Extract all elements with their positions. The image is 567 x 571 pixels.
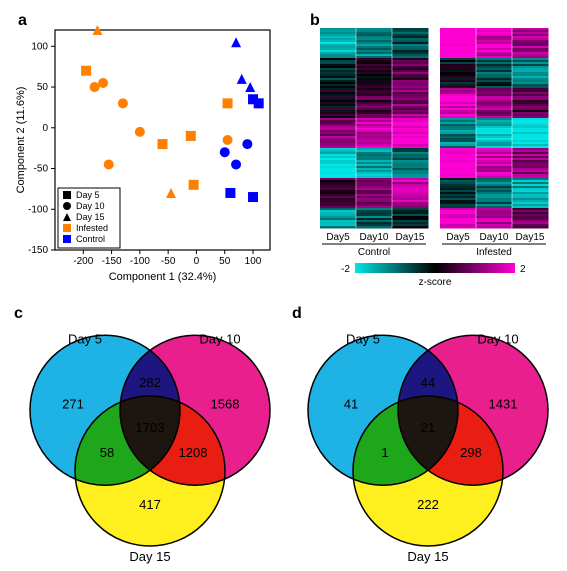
svg-text:271: 271 [62,396,84,411]
svg-text:Infested: Infested [476,247,512,258]
svg-text:-200: -200 [73,256,93,267]
svg-text:Day 5: Day 5 [346,331,380,346]
svg-text:41: 41 [344,396,358,411]
svg-text:Day 15: Day 15 [129,549,170,564]
svg-text:0: 0 [42,123,48,134]
svg-text:0: 0 [194,256,200,267]
svg-text:Day 10: Day 10 [477,331,518,346]
svg-text:-100: -100 [130,256,150,267]
svg-text:-2: -2 [341,264,350,275]
venn-diagram-d: Day 5 Day 10 Day 15 41 1 44 21 1431 222 298 [288,310,563,565]
svg-text:282: 282 [139,375,161,390]
svg-text:1431: 1431 [489,396,518,411]
svg-text:1208: 1208 [179,445,208,460]
svg-text:Day5: Day5 [446,232,470,243]
svg-text:50: 50 [219,256,231,267]
svg-text:Day15: Day15 [396,232,425,243]
svg-text:Day 5: Day 5 [68,331,102,346]
svg-text:298: 298 [460,445,482,460]
svg-text:Control: Control [358,247,390,258]
svg-text:Control: Control [76,234,105,244]
svg-text:z-score: z-score [419,277,452,288]
svg-text:-100: -100 [28,204,48,215]
svg-text:Day10: Day10 [480,232,509,243]
heatmap: Day5 Day10 Day15 Control Day5 Day10 Day15 Infes… [310,20,565,300]
svg-text:Day15: Day15 [516,232,545,243]
svg-text:-50: -50 [161,256,176,267]
svg-text:222: 222 [417,497,439,512]
svg-text:Day5: Day5 [326,232,350,243]
svg-text:2: 2 [520,264,526,275]
svg-text:Component 2 (11.6%): Component 2 (11.6%) [15,87,27,194]
svg-text:Day 15: Day 15 [76,212,105,222]
svg-text:100: 100 [245,256,262,267]
svg-text:Component 1 (32.4%): Component 1 (32.4%) [109,271,217,283]
svg-text:Day10: Day10 [360,232,389,243]
svg-text:1703: 1703 [136,420,165,435]
scatter-plot: -200 -150 -100 -50 0 50 100 -150 -100 -50 0 50 100 Co… [10,20,280,285]
svg-text:44: 44 [421,375,435,390]
svg-text:Day 5: Day 5 [76,190,100,200]
svg-text:-150: -150 [28,245,48,256]
svg-text:50: 50 [37,82,49,93]
svg-text:Day 10: Day 10 [199,331,240,346]
svg-text:Day 10: Day 10 [76,201,105,211]
venn-diagram-c: Day 5 Day 10 Day 15 271 58 282 1703 1568 417 1208 [10,310,285,565]
svg-text:100: 100 [31,41,48,52]
svg-text:1568: 1568 [211,396,240,411]
svg-text:21: 21 [421,420,435,435]
svg-text:Infested: Infested [76,223,108,233]
svg-text:1: 1 [381,445,388,460]
svg-text:417: 417 [139,497,161,512]
svg-text:Day 15: Day 15 [407,549,448,564]
svg-text:58: 58 [100,445,114,460]
svg-text:-150: -150 [102,256,122,267]
svg-text:-50: -50 [34,164,49,175]
